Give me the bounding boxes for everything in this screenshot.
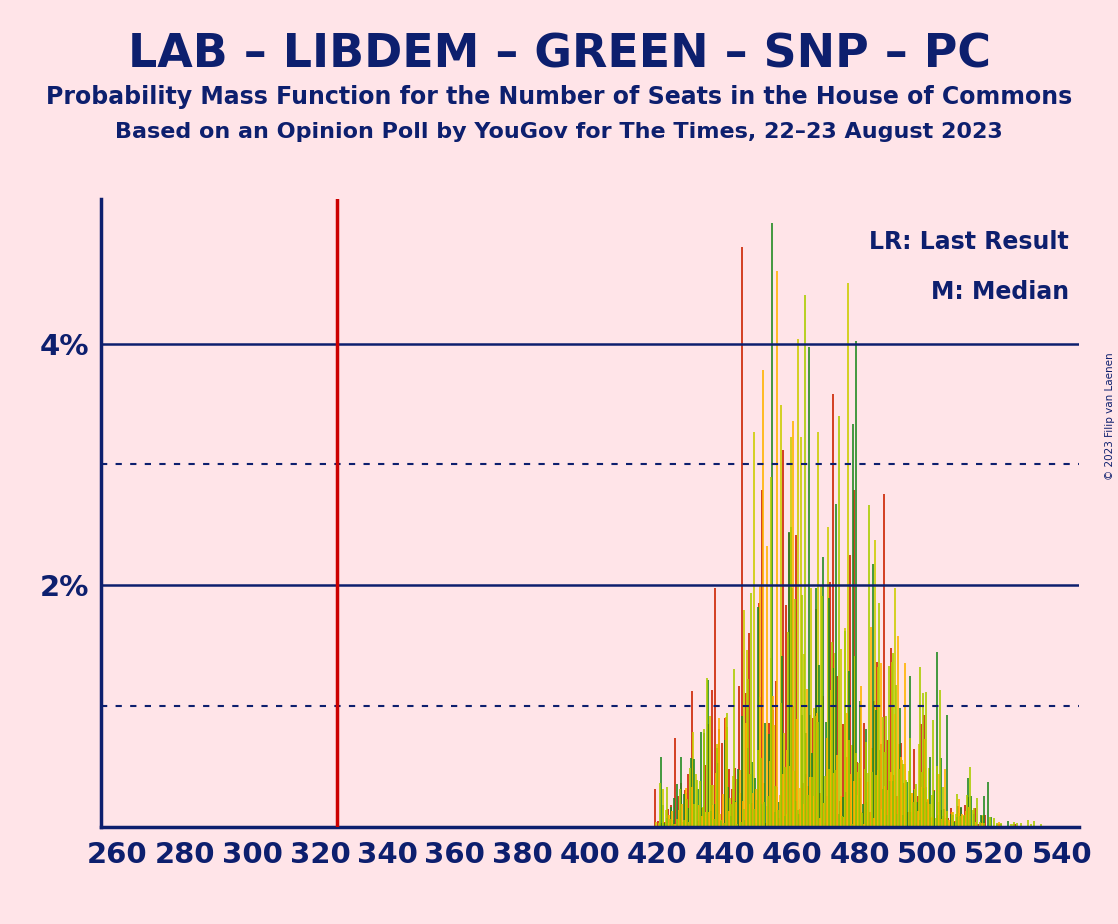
Text: M: Median: M: Median (931, 280, 1069, 304)
Text: LAB – LIBDEM – GREEN – SNP – PC: LAB – LIBDEM – GREEN – SNP – PC (127, 32, 991, 78)
Text: Based on an Opinion Poll by YouGov for The Times, 22–23 August 2023: Based on an Opinion Poll by YouGov for T… (115, 122, 1003, 142)
Text: Probability Mass Function for the Number of Seats in the House of Commons: Probability Mass Function for the Number… (46, 85, 1072, 109)
Text: LR: Last Result: LR: Last Result (870, 230, 1069, 254)
Text: © 2023 Filip van Laenen: © 2023 Filip van Laenen (1105, 352, 1115, 480)
